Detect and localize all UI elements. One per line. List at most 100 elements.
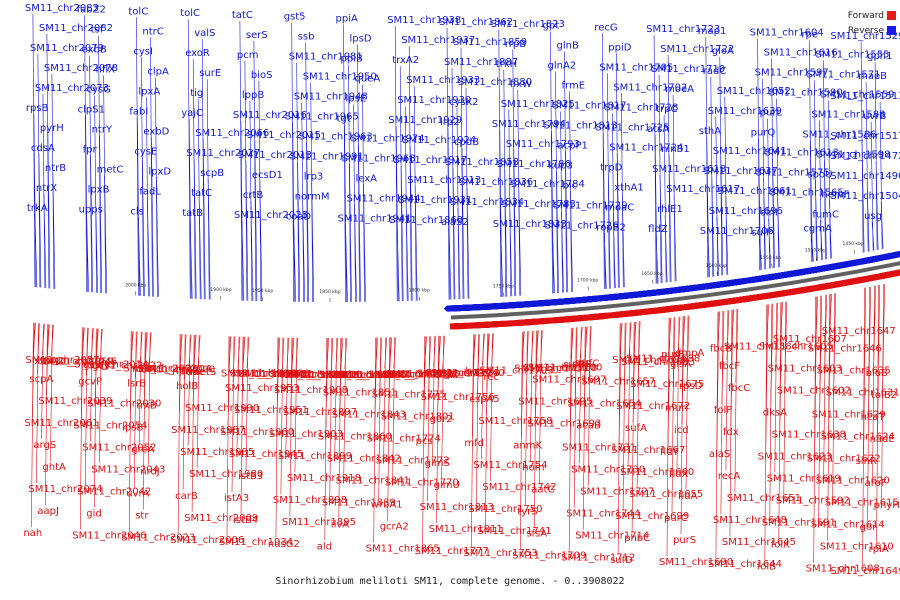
forward-gene-label: folB bbox=[757, 561, 776, 572]
forward-gene-label: SM11_chr1699 bbox=[615, 511, 689, 522]
gene-leader-line bbox=[305, 42, 309, 302]
gene-leader-line bbox=[33, 322, 36, 354]
gene-leader-line bbox=[721, 310, 725, 405]
gene-leader-line bbox=[136, 17, 139, 296]
forward-gene-label: SM11_chr1629 bbox=[812, 410, 886, 421]
reverse-gene-label: trkA bbox=[27, 203, 48, 214]
reverse-gene-label: surE bbox=[199, 68, 221, 79]
reverse-gene-label: SM11_chr1794 bbox=[492, 119, 566, 130]
reverse-gene-label: ninB1 bbox=[661, 144, 690, 155]
gene-leader-line bbox=[134, 331, 138, 378]
gene-leader-line bbox=[82, 327, 85, 359]
gene-leader-line bbox=[466, 187, 470, 299]
gene-leader-line bbox=[183, 334, 187, 380]
forward-gene-label: SM11_chr1644 bbox=[708, 559, 782, 570]
gene-leader-line bbox=[396, 226, 400, 302]
reverse-gene-label: SM11_chr1937 bbox=[401, 35, 475, 46]
forward-gene-label: SM11_chr1591 bbox=[762, 517, 836, 528]
gene-leader-line bbox=[622, 193, 625, 288]
reverse-gene-label: cls bbox=[130, 206, 144, 217]
kbp-tick-label: 1850 kbp bbox=[319, 289, 340, 295]
forward-gene-label: fldX bbox=[669, 469, 689, 480]
kbp-tick-label: 1700 kbp bbox=[577, 277, 598, 283]
legend-forward-label: Forward bbox=[847, 10, 884, 21]
reverse-gene-label: moeA bbox=[665, 84, 694, 95]
gene-leader-line bbox=[389, 337, 392, 369]
reverse-gene-label: hflX bbox=[96, 65, 116, 76]
forward-gene-label: rec bbox=[483, 372, 499, 383]
gene-leader-line bbox=[129, 331, 133, 422]
kbp-tick-mark bbox=[853, 249, 856, 254]
forward-gene-label: tolB2 bbox=[871, 390, 897, 401]
reverse-gene-label: tolC bbox=[180, 8, 200, 19]
gene-leader-line bbox=[232, 336, 236, 383]
reverse-gene-label: SM11_chr1836 bbox=[459, 177, 533, 188]
gene-leader-line bbox=[448, 227, 452, 300]
reverse-gene-label: SM11_chr1965 bbox=[285, 112, 359, 123]
gene-leader-line bbox=[866, 182, 870, 252]
gene-leader-line bbox=[301, 102, 304, 302]
forward-gene-label: SM11_chr1592 bbox=[776, 495, 850, 506]
reverse-gene-label: frmE bbox=[562, 81, 586, 92]
reverse-gene-label: upps bbox=[79, 205, 103, 216]
gene-leader-line bbox=[34, 213, 38, 288]
forward-gene-label: SM11_chr1742 bbox=[482, 482, 556, 493]
gene-leader-line bbox=[250, 200, 254, 302]
forward-gene-label: SM11_chr1740 bbox=[431, 368, 505, 379]
gene-leader-line bbox=[345, 224, 348, 302]
forward-gene-label: SM11_chr1990 bbox=[185, 403, 259, 414]
kbp-tick-mark bbox=[815, 256, 818, 261]
forward-gene-label: tmk bbox=[181, 367, 201, 378]
gene-leader-line bbox=[612, 113, 615, 289]
reverse-gene-label: SM11_chr1504 bbox=[830, 191, 900, 202]
reverse-gene-label: SM11_chr1786 bbox=[497, 159, 571, 170]
gene-leader-line bbox=[720, 156, 724, 276]
gene-leader-line bbox=[178, 334, 182, 424]
gene-leader-line bbox=[734, 308, 738, 493]
forward-gene-label: SM11_chr1731 bbox=[562, 443, 636, 454]
reverse-gene-label: purL bbox=[760, 108, 783, 119]
forward-gene-label: argS bbox=[33, 440, 56, 451]
forward-gene-label: SM11_chr1730 bbox=[571, 465, 645, 476]
gene-leader-line bbox=[588, 326, 592, 376]
gene-leader-line bbox=[335, 337, 339, 370]
forward-gene-label: nah bbox=[23, 528, 42, 539]
gene-leader-line bbox=[33, 113, 37, 288]
reverse-gene-label: fadL bbox=[139, 186, 161, 197]
forward-gene-label: SM11_chr1647 bbox=[822, 326, 896, 337]
gene-leader-line bbox=[38, 153, 42, 288]
forward-gene-label: SM11_chr1897 bbox=[283, 407, 357, 418]
reverse-gene-label: SM11_chr2015 bbox=[247, 130, 321, 141]
gene-leader-line bbox=[137, 117, 140, 296]
forward-gene-label: glmU bbox=[434, 480, 460, 491]
legend-forward: Forward bbox=[848, 8, 896, 23]
forward-gene-label: fldY bbox=[660, 447, 680, 458]
gene-leader-line bbox=[177, 334, 181, 534]
gene-leader-line bbox=[400, 166, 404, 302]
gene-leader-line bbox=[37, 323, 40, 374]
forward-gene-label: SM11_chr1667 bbox=[611, 445, 685, 456]
gene-leader-line bbox=[99, 135, 102, 294]
gene-leader-line bbox=[777, 198, 780, 268]
gene-leader-line bbox=[240, 120, 244, 301]
forward-gene-label: scpA bbox=[29, 374, 53, 385]
reverse-gene-label: SM11_chr1728 bbox=[604, 102, 678, 113]
gene-leader-line bbox=[783, 301, 787, 495]
legend-forward-swatch bbox=[887, 11, 896, 20]
forward-gene-arrow bbox=[894, 268, 900, 277]
reverse-gene-arrow bbox=[891, 250, 900, 259]
forward-gene-label: rpiA bbox=[869, 544, 889, 555]
reverse-gene-label: kup3 bbox=[549, 161, 574, 172]
reverse-gene-label: lppB bbox=[242, 90, 264, 101]
genome-backbone bbox=[450, 261, 900, 320]
forward-gene-label: hom bbox=[522, 462, 544, 473]
gene-leader-line bbox=[197, 335, 201, 367]
gene-leader-line bbox=[882, 283, 885, 389]
forward-gene-label: bcp bbox=[465, 366, 483, 377]
kbp-ticks: 1900 kbp 1950 kbp 2000 kbp 1850 kbp 1800 kbp… bbox=[125, 241, 864, 302]
forward-gene-label: SM11_chr1860 bbox=[318, 431, 392, 442]
forward-gene-label: SM11_chr1799 bbox=[368, 370, 442, 381]
forward-gene-label: cspA5 bbox=[469, 394, 499, 405]
reverse-gene-label: fumC bbox=[812, 209, 839, 220]
gene-leader-line bbox=[868, 286, 871, 411]
